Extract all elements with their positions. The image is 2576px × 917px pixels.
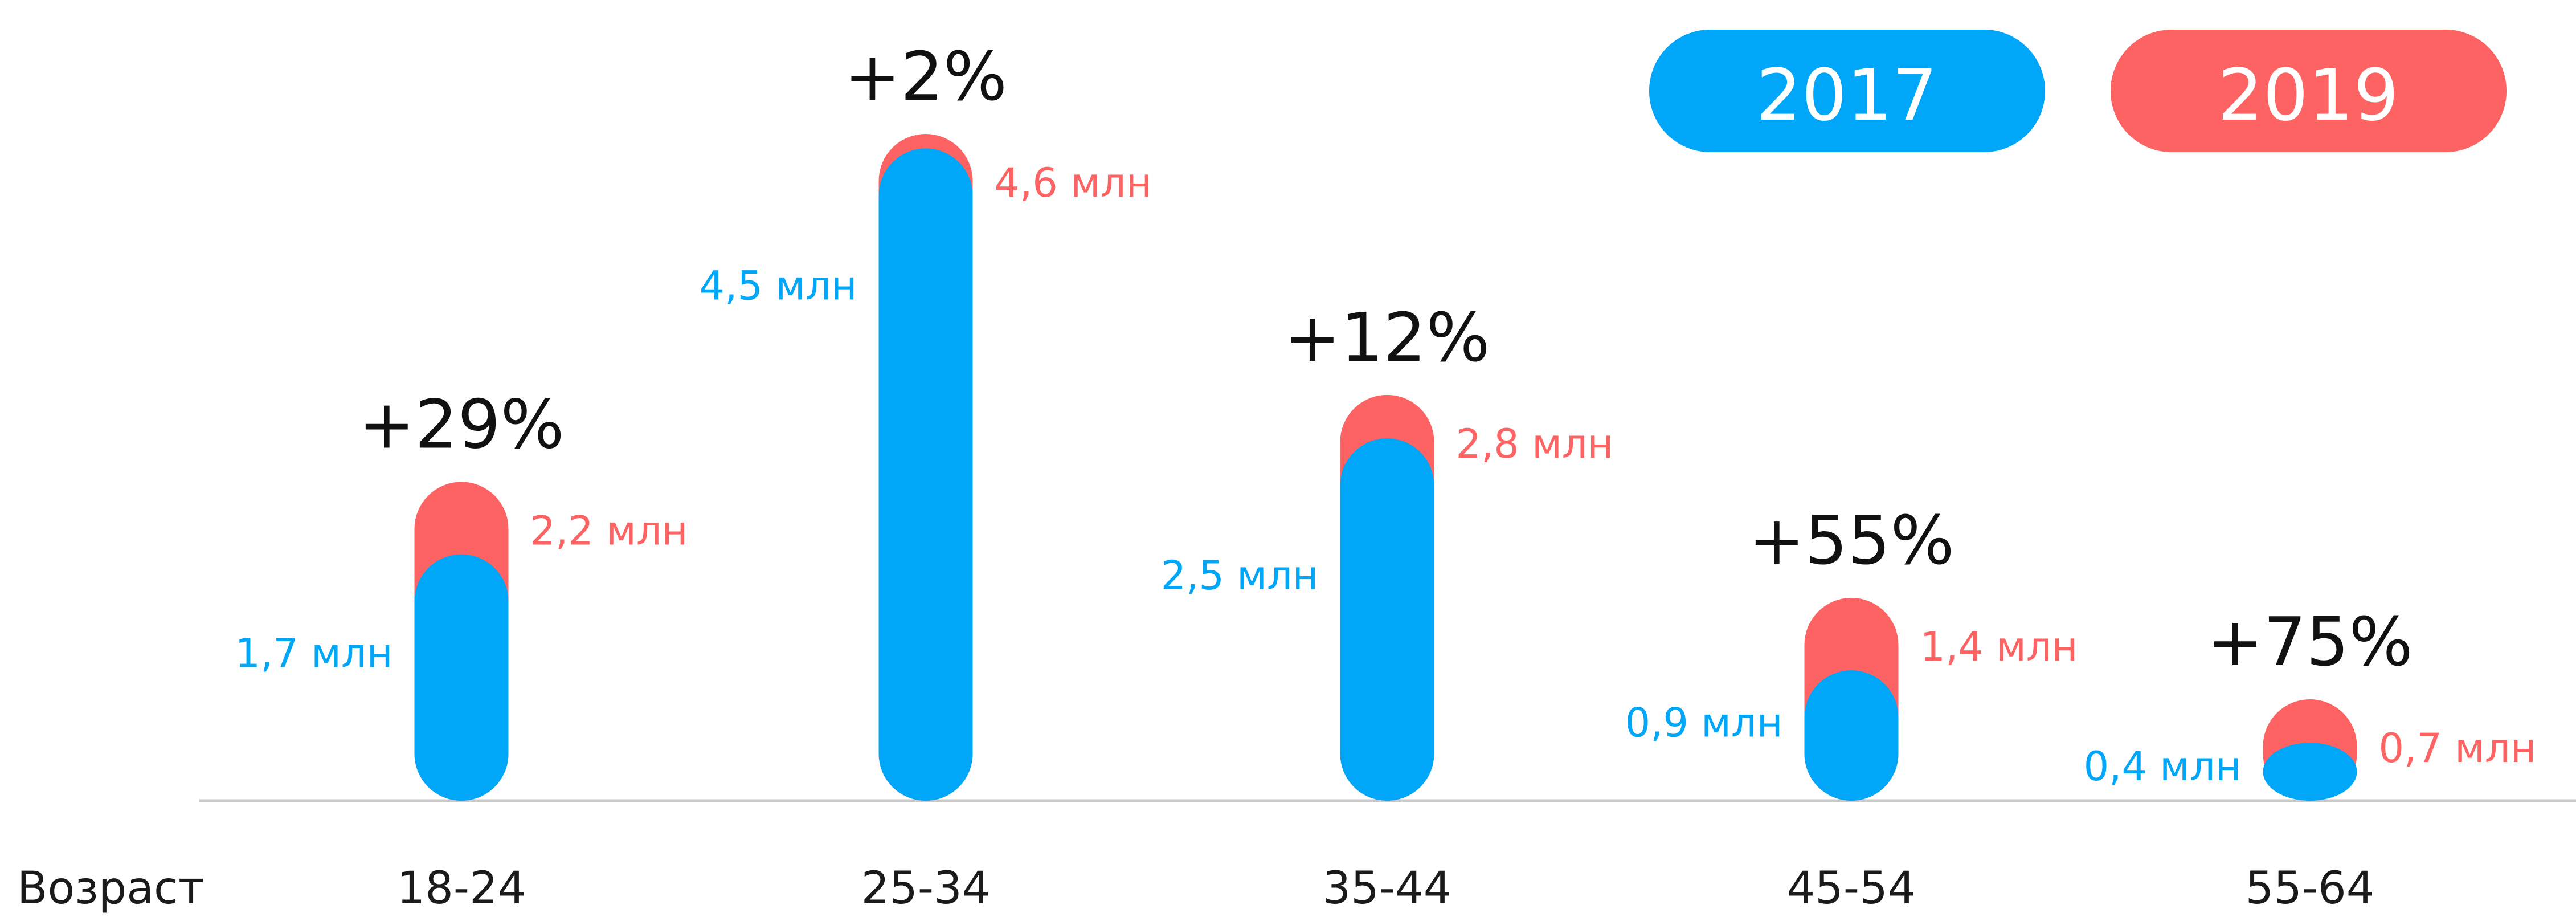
legend-2017-pill: [1649, 30, 2045, 152]
x-tick-label-35-44: 35-44: [1323, 863, 1452, 914]
bars-layer: 2,2 млн 1,7 млн +29% 18-24 4,6 млн 4,5 млн +2%…: [235, 37, 2537, 914]
x-tick-label-18-24: 18-24: [397, 863, 526, 914]
value-label-2019-45-54: 1,4 млн: [1920, 623, 2078, 670]
value-label-2019-25-34: 4,6 млн: [995, 160, 1152, 206]
value-label-2019-35-44: 2,8 млн: [1456, 421, 1614, 467]
bar-2017-25-34: [878, 148, 973, 801]
bar-2017-55-64: [2263, 743, 2357, 801]
growth-label-45-54: +55%: [1748, 501, 1954, 580]
value-label-2017-35-44: 2,5 млн: [1161, 552, 1319, 599]
legend-2019-pill: [2111, 30, 2507, 152]
x-tick-label-55-64: 55-64: [2246, 863, 2375, 914]
legend: 2017 2019: [1649, 30, 2507, 152]
value-label-2019-55-64: 0,7 млн: [2379, 725, 2537, 772]
bar-2017-18-24: [414, 554, 509, 801]
value-label-2019-18-24: 2,2 млн: [530, 507, 688, 554]
x-tick-label-45-54: 45-54: [1787, 863, 1916, 914]
bar-2017-35-44: [1340, 438, 1434, 801]
x-tick-label-25-34: 25-34: [861, 863, 991, 914]
value-label-2017-25-34: 4,5 млн: [700, 262, 857, 309]
growth-label-35-44: +12%: [1284, 298, 1490, 377]
growth-label-25-34: +2%: [844, 37, 1007, 116]
value-label-2017-45-54: 0,9 млн: [1625, 700, 1783, 747]
legend-2019-label: 2019: [2218, 54, 2399, 137]
value-label-2017-18-24: 1,7 млн: [235, 630, 393, 677]
value-label-2017-55-64: 0,4 млн: [2084, 743, 2242, 790]
bar-2017-45-54: [1804, 670, 1899, 801]
growth-label-55-64: +75%: [2207, 602, 2413, 681]
growth-label-18-24: +29%: [358, 385, 564, 463]
legend-2017-label: 2017: [1756, 54, 1937, 137]
x-axis-title: Возраст: [17, 863, 204, 914]
